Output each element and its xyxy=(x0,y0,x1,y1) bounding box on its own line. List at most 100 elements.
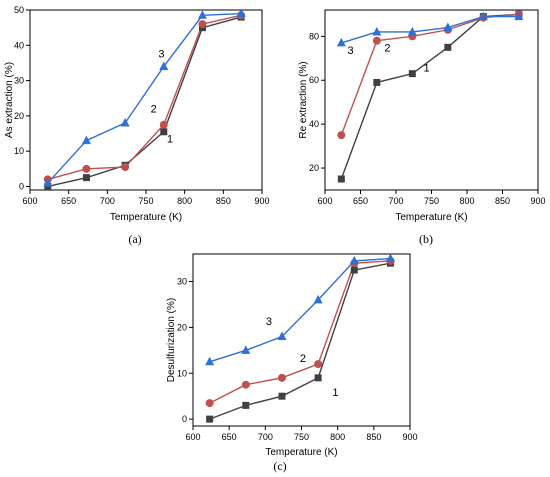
data-point-series-3 xyxy=(313,294,323,304)
data-point-series-1 xyxy=(444,43,452,51)
y-tick-label: 60 xyxy=(309,75,319,85)
curve-label: 1 xyxy=(423,62,429,74)
data-point-series-2 xyxy=(82,164,91,173)
data-point-series-2 xyxy=(159,120,168,129)
data-point-series-1 xyxy=(373,78,381,86)
data-point-series-3 xyxy=(277,331,287,341)
data-point-series-1 xyxy=(278,392,286,400)
series-line-3 xyxy=(209,257,391,363)
x-tick-label: 900 xyxy=(254,196,269,206)
panel-label: (b) xyxy=(419,232,433,246)
data-point-series-2 xyxy=(198,20,207,29)
x-tick-label: 800 xyxy=(177,196,192,206)
data-point-series-3 xyxy=(205,356,215,366)
data-point-series-1 xyxy=(242,401,250,409)
series-line-1 xyxy=(209,262,391,420)
x-tick-label: 850 xyxy=(495,196,510,206)
y-tick-label: 20 xyxy=(177,322,187,332)
panel-label: (a) xyxy=(128,232,141,246)
x-tick-label: 750 xyxy=(138,196,153,206)
data-point-series-2 xyxy=(372,36,381,45)
data-point-series-3 xyxy=(197,10,207,19)
y-axis-title: Desulfurization (%) xyxy=(166,298,177,382)
data-point-series-2 xyxy=(121,163,130,172)
y-tick-label: 0 xyxy=(182,414,187,424)
series-line-2 xyxy=(47,14,242,181)
data-point-series-3 xyxy=(478,11,488,21)
data-point-series-3 xyxy=(159,61,169,70)
curve-label: 2 xyxy=(300,353,306,365)
y-tick-label: 80 xyxy=(309,31,319,41)
data-point-series-3 xyxy=(407,26,417,36)
data-point-series-2 xyxy=(314,360,323,369)
data-point-series-2 xyxy=(277,373,286,382)
curve-label: 2 xyxy=(384,43,390,55)
data-point-series-2 xyxy=(205,399,214,408)
data-point-series-3 xyxy=(514,11,524,21)
curve-label: 2 xyxy=(151,103,157,115)
data-point-series-2 xyxy=(337,131,346,140)
series-line-2 xyxy=(209,260,391,404)
data-point-series-3 xyxy=(241,345,251,354)
data-point-series-3 xyxy=(236,8,246,18)
x-tick-label: 700 xyxy=(100,196,115,206)
data-point-series-2 xyxy=(241,380,250,389)
y-axis-title: As extraction (%) xyxy=(4,62,15,138)
series-line-3 xyxy=(341,15,519,44)
y-tick-label: 30 xyxy=(177,277,187,287)
x-tick-label: 850 xyxy=(216,196,231,206)
x-tick-label: 750 xyxy=(294,432,309,442)
panel-c: 600 650 700 750 800 850 900 0 10 20 30 Temperature … xyxy=(166,253,418,473)
data-point-series-1 xyxy=(337,175,345,183)
plot-frame xyxy=(192,253,411,427)
data-point-series-3 xyxy=(336,37,346,47)
data-point-series-3 xyxy=(385,253,395,263)
x-axis-title: Temperature (K) xyxy=(395,212,467,223)
data-point-series-3 xyxy=(43,177,53,187)
data-point-series-1 xyxy=(314,374,322,382)
x-tick-label: 600 xyxy=(22,196,37,206)
curve-label: 1 xyxy=(167,133,173,145)
x-tick-label: 900 xyxy=(530,196,545,206)
data-point-series-3 xyxy=(349,255,359,265)
y-tick-label: 40 xyxy=(14,40,24,50)
data-point-series-1 xyxy=(82,174,90,182)
data-point-series-3 xyxy=(443,22,453,32)
x-tick-label: 600 xyxy=(185,432,200,442)
y-tick-label: 10 xyxy=(14,146,24,156)
curve-label: 1 xyxy=(332,387,338,399)
y-tick-label: 30 xyxy=(14,76,24,86)
y-tick-label: 20 xyxy=(14,111,24,121)
plot-frame xyxy=(324,9,539,191)
x-tick-label: 650 xyxy=(222,432,237,442)
panel-label: (c) xyxy=(273,459,286,473)
y-axis-title: Re extraction (%) xyxy=(298,61,309,138)
data-point-series-1 xyxy=(408,70,416,78)
curve-label: 3 xyxy=(266,316,272,328)
data-point-series-1 xyxy=(350,266,358,274)
x-tick-label: 650 xyxy=(353,196,368,206)
x-tick-label: 900 xyxy=(402,432,417,442)
plot-frame xyxy=(29,9,263,191)
series-line-2 xyxy=(340,13,519,136)
x-axis-title: Temperature (K) xyxy=(265,447,337,458)
data-point-series-3 xyxy=(81,135,91,145)
x-tick-label: 850 xyxy=(366,432,381,442)
x-tick-label: 700 xyxy=(388,196,403,206)
curve-label: 3 xyxy=(158,49,164,61)
x-tick-label: 600 xyxy=(317,196,332,206)
data-point-series-1 xyxy=(206,415,214,423)
data-point-series-3 xyxy=(120,117,130,127)
x-axis-title: Temperature (K) xyxy=(110,212,182,223)
series-line-1 xyxy=(340,13,519,180)
curve-label: 3 xyxy=(347,45,353,57)
data-point-series-3 xyxy=(372,26,382,36)
panel-b: 600 650 700 750 800 850 900 20 40 60 80 Temperature… xyxy=(298,9,546,246)
data-point-series-1 xyxy=(160,128,168,136)
y-tick-label: 50 xyxy=(14,5,24,15)
series-line-3 xyxy=(47,12,242,184)
series-line-1 xyxy=(47,16,242,188)
y-tick-label: 10 xyxy=(177,368,187,378)
panel-a: 600 650 700 750 800 850 900 0 10 20 30 40 50 Temperat… xyxy=(4,5,270,246)
